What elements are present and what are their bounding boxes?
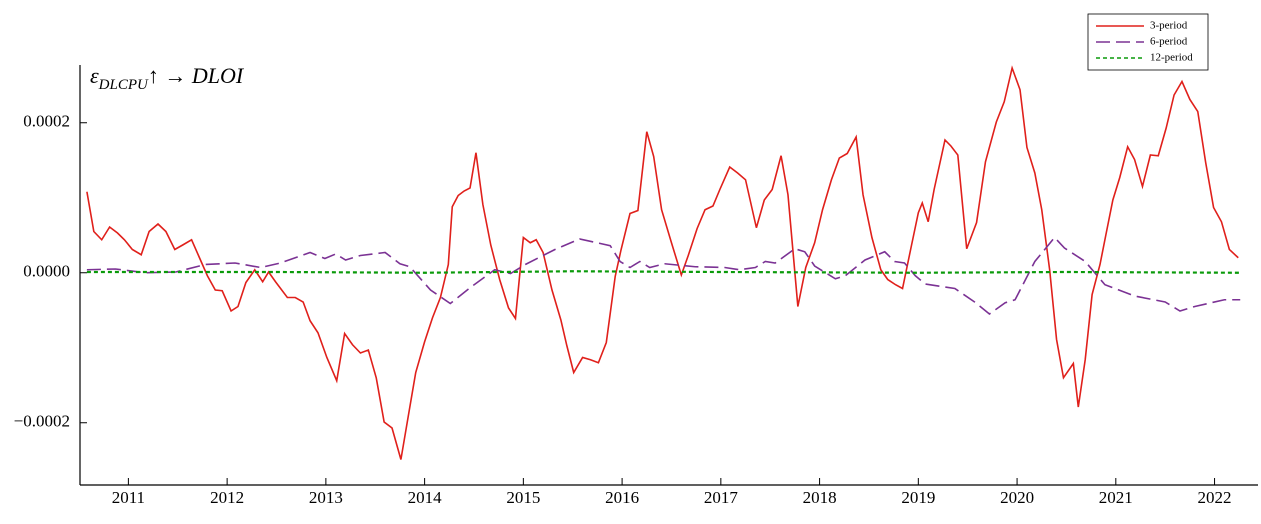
x-tick-label: 2015 xyxy=(506,488,540,507)
legend-label: 12-period xyxy=(1150,52,1193,64)
y-tick-label: −0.0002 xyxy=(14,412,70,431)
legend-label: 3-period xyxy=(1150,20,1188,32)
series-line xyxy=(86,270,1241,274)
series-line xyxy=(86,236,1241,316)
x-tick-label: 2016 xyxy=(605,488,639,507)
x-tick-label: 2019 xyxy=(901,488,935,507)
x-tick-label: 2021 xyxy=(1099,488,1133,507)
x-tick-label: 2013 xyxy=(309,488,343,507)
annotation: εDLCPU↑ → DLOI xyxy=(90,63,245,93)
x-tick-label: 2011 xyxy=(112,488,145,507)
annotation-symbol: ε xyxy=(90,63,99,88)
x-tick-label: 2020 xyxy=(1000,488,1034,507)
x-tick-label: 2018 xyxy=(803,488,837,507)
y-tick-label: 0.0000 xyxy=(23,262,70,281)
series-line xyxy=(86,65,1239,460)
x-tick-label: 2017 xyxy=(704,488,739,507)
x-tick-label: 2012 xyxy=(210,488,244,507)
legend-label: 6-period xyxy=(1150,36,1188,48)
x-tick-label: 2014 xyxy=(408,488,443,507)
x-tick-label: 2022 xyxy=(1198,488,1232,507)
annotation-rest: ↑ → DLOI xyxy=(148,63,245,88)
y-tick-label: 0.0002 xyxy=(23,112,70,131)
annotation-subscript: DLCPU xyxy=(98,77,149,93)
